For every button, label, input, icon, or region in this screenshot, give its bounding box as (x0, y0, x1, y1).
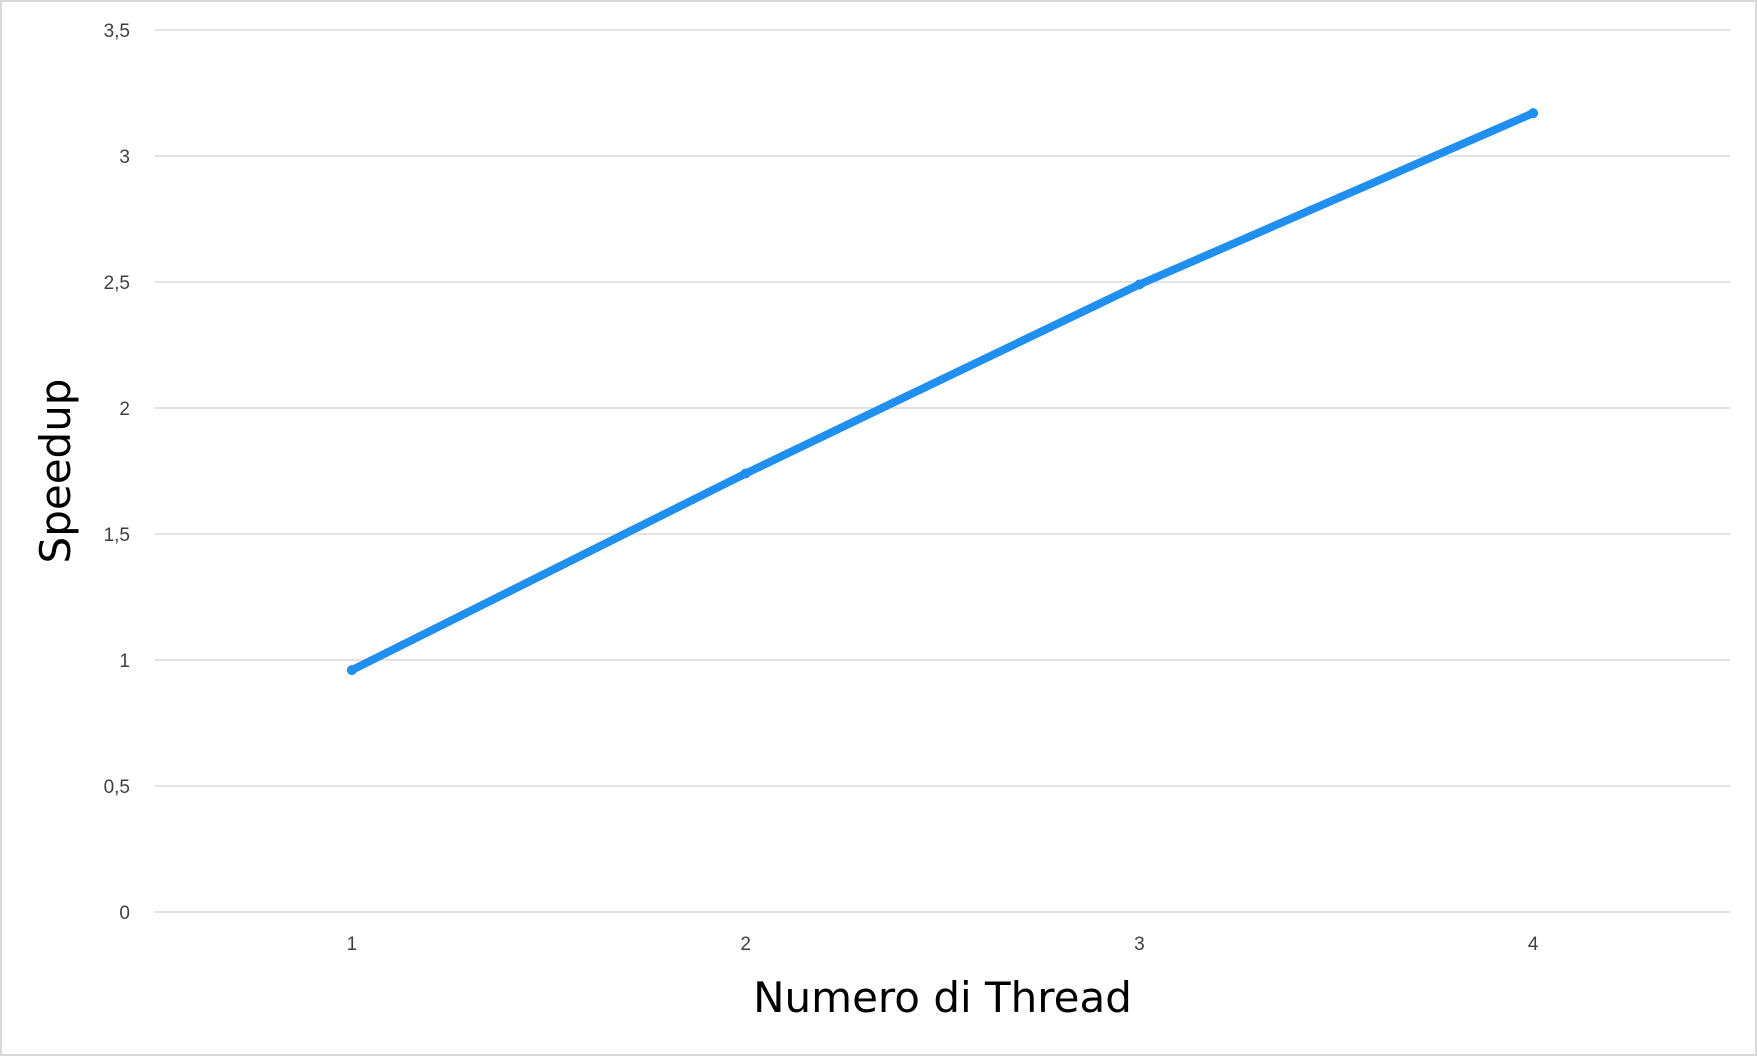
x-tick-label: 3 (1134, 934, 1145, 955)
x-tick-label: 1 (347, 934, 358, 955)
gridlines (155, 29, 1730, 913)
y-axis-tick-labels: 0 0,5 1 1,5 2 2,5 3 3,5 (104, 21, 130, 924)
x-axis-tick-labels: 1 2 3 4 (347, 934, 1539, 955)
data-point (1134, 279, 1145, 290)
data-point (740, 468, 751, 479)
x-axis-title: Numero di Thread (753, 973, 1132, 1022)
x-tick-label: 2 (740, 934, 751, 955)
y-tick-label: 1 (119, 651, 130, 672)
y-axis-title: Speedup (31, 379, 80, 564)
y-tick-label: 2 (119, 399, 130, 420)
y-tick-label: 3,5 (104, 21, 130, 42)
data-point (346, 665, 357, 676)
y-tick-label: 2,5 (104, 273, 130, 294)
data-point (1528, 108, 1539, 119)
y-tick-label: 0,5 (104, 777, 130, 798)
y-tick-label: 0 (119, 903, 130, 924)
x-tick-label: 4 (1528, 934, 1539, 955)
y-tick-label: 1,5 (104, 525, 130, 546)
series-line (347, 109, 1538, 675)
y-tick-label: 3 (119, 147, 130, 168)
series-layer (346, 108, 1539, 676)
